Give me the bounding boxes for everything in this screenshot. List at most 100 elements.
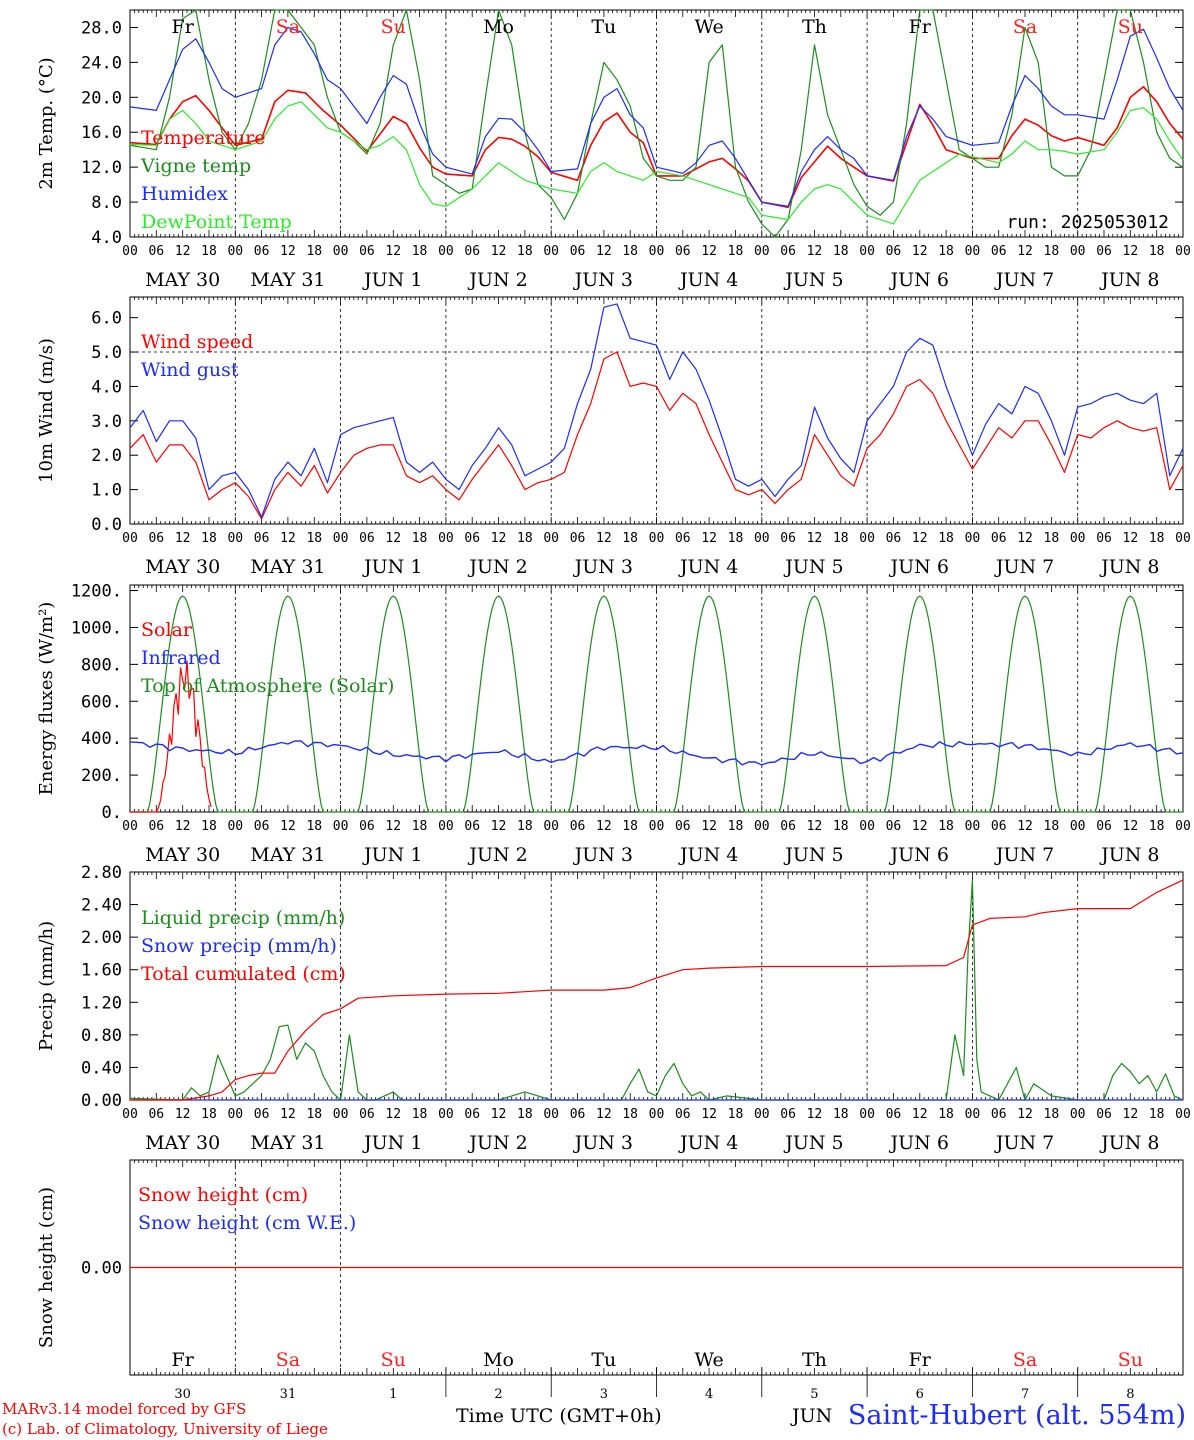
hour-tick-label: 12 [280, 1107, 296, 1122]
legend-entry: Snow height (cm W.E.) [138, 1212, 356, 1234]
x-minor-ticks-flux [129, 585, 1184, 812]
hour-tick-label: 18 [201, 819, 217, 834]
series-dewpoint-temp [129, 101, 1184, 225]
hour-tick-label: 18 [201, 531, 217, 546]
hour-tick-label: 06 [254, 819, 270, 834]
date-label: JUN 4 [678, 1132, 738, 1154]
hour-tick-label: 18 [938, 1107, 954, 1122]
day-name-top: Tu [591, 16, 616, 38]
x-minor-ticks-snow [129, 1160, 1184, 1375]
hour-tick-label: 06 [464, 1107, 480, 1122]
hour-tick-label: 06 [675, 1107, 691, 1122]
hour-tick-label: 12 [1017, 819, 1033, 834]
y-tick-label: 28.0 [81, 18, 122, 38]
hour-tick-label: 00 [333, 531, 349, 546]
hour-tick-label: 18 [728, 531, 744, 546]
hour-tick-label: 06 [1096, 819, 1112, 834]
date-label: JUN 2 [467, 556, 527, 578]
day-name-bottom: Fr [172, 1349, 195, 1371]
y-tick-label: 800. [81, 655, 122, 675]
hour-tick-label: 18 [833, 819, 849, 834]
hour-tick-label: 18 [201, 244, 217, 259]
day-name-bottom: Su [1118, 1349, 1143, 1371]
day-number: 31 [280, 1387, 297, 1402]
date-label: JUN 6 [889, 269, 949, 291]
date-label: JUN 5 [783, 844, 843, 866]
y-tick-label: 3.0 [91, 412, 122, 432]
hour-tick-label: 00 [649, 1107, 665, 1122]
y-tick-label: 1.0 [91, 481, 122, 501]
legend-entry: Snow height (cm) [138, 1184, 308, 1206]
hour-tick-label: 06 [464, 819, 480, 834]
hour-tick-label: 00 [1175, 1107, 1191, 1122]
date-label: JUN 3 [573, 1132, 633, 1154]
hour-tick-label: 12 [175, 1107, 191, 1122]
day-number: 7 [1021, 1387, 1029, 1402]
hour-tick-label: 18 [938, 531, 954, 546]
date-label: MAY 30 [145, 269, 220, 291]
day-name-top: Mo [483, 16, 514, 38]
hour-tick-label: 18 [517, 819, 533, 834]
hour-tick-label: 12 [491, 531, 507, 546]
legend-entry: Temperature [141, 127, 265, 149]
hour-tick-label: 06 [359, 244, 375, 259]
model-credit-line2: (c) Lab. of Climatology, University of L… [2, 1420, 328, 1438]
hour-tick-label: 06 [148, 531, 164, 546]
hour-tick-label: 00 [227, 244, 243, 259]
hour-tick-label: 00 [122, 1107, 138, 1122]
hour-tick-label: 18 [938, 244, 954, 259]
hour-tick-label: 12 [912, 244, 928, 259]
hour-tick-label: 12 [1123, 819, 1139, 834]
day-name-bottom: Su [381, 1349, 406, 1371]
hour-tick-label: 12 [385, 819, 401, 834]
day-number: 4 [705, 1387, 713, 1402]
hour-tick-label: 12 [701, 244, 717, 259]
date-label: MAY 31 [250, 844, 325, 866]
hour-tick-label: 00 [754, 1107, 770, 1122]
date-label: JUN 6 [889, 1132, 949, 1154]
hour-tick-label: 12 [385, 244, 401, 259]
hour-tick-label: 12 [596, 244, 612, 259]
date-label: JUN 7 [994, 556, 1054, 578]
hour-tick-label: 00 [227, 819, 243, 834]
day-number: 8 [1126, 1387, 1134, 1402]
y-tick-label: 400. [81, 729, 122, 749]
date-label: MAY 31 [250, 1132, 325, 1154]
hour-tick-label: 00 [649, 244, 665, 259]
day-name-bottom: We [695, 1349, 724, 1371]
hour-tick-label: 00 [1175, 531, 1191, 546]
y-tick-label: 0.00 [81, 1091, 122, 1111]
hour-tick-label: 18 [1044, 819, 1060, 834]
date-label: JUN 2 [467, 844, 527, 866]
hour-tick-label: 18 [833, 1107, 849, 1122]
date-label: JUN 8 [1099, 1132, 1159, 1154]
hour-tick-label: 00 [227, 531, 243, 546]
day-name-bottom: Th [802, 1349, 827, 1371]
y-tick-label: 20.0 [81, 88, 122, 108]
hour-tick-label: 12 [807, 1107, 823, 1122]
legend-entry: Infrared [141, 647, 221, 669]
hour-tick-label: 00 [965, 819, 981, 834]
hour-tick-label: 18 [938, 819, 954, 834]
hour-tick-label: 06 [991, 244, 1007, 259]
hour-tick-label: 00 [859, 244, 875, 259]
date-label: MAY 31 [250, 269, 325, 291]
hour-tick-label: 18 [622, 531, 638, 546]
model-credit-line1: MARv3.14 model forced by GFS [2, 1400, 247, 1418]
date-label: JUN 4 [678, 556, 738, 578]
hour-tick-label: 06 [254, 1107, 270, 1122]
hour-tick-label: 12 [596, 531, 612, 546]
date-label: JUN 8 [1099, 844, 1159, 866]
hour-tick-label: 00 [333, 244, 349, 259]
hour-tick-label: 06 [570, 819, 586, 834]
date-label: JUN 2 [467, 1132, 527, 1154]
day-name-bottom: Sa [1013, 1349, 1037, 1371]
hour-tick-label: 00 [965, 531, 981, 546]
hour-tick-label: 18 [728, 819, 744, 834]
day-name-top: Su [1118, 16, 1143, 38]
day-number: 5 [810, 1387, 818, 1402]
date-label: JUN 3 [573, 844, 633, 866]
date-label: JUN 5 [783, 1132, 843, 1154]
